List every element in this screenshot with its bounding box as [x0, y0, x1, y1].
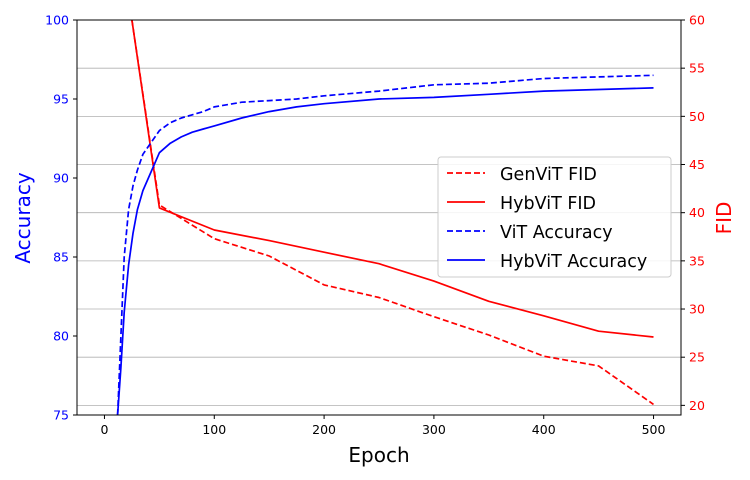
- y-axis-left: 75 80 85 90 95 100: [45, 13, 77, 423]
- x-tick-label: 400: [532, 422, 556, 437]
- plot-area-frame: [76, 19, 682, 416]
- x-tick-label: 0: [100, 422, 108, 437]
- y-axis-right: 20 25 30 35 40 45 50 55 60: [681, 13, 705, 413]
- y-left-tick-label: 100: [45, 13, 69, 28]
- x-tick-label: 100: [202, 422, 226, 437]
- legend-label-hybvit-fid: HybViT FID: [500, 194, 596, 214]
- y-right-tick-label: 35: [689, 253, 705, 268]
- series-line-hybvit-accuracy: [116, 87, 654, 415]
- legend-label-vit-accuracy: ViT Accuracy: [500, 223, 613, 243]
- series-line-hybvit-fid: [131, 20, 654, 338]
- legend-label-hybvit-accuracy: HybViT Accuracy: [500, 252, 647, 272]
- x-axis-title: Epoch: [348, 443, 409, 467]
- y-right-tick-label: 40: [689, 205, 705, 220]
- y-left-tick-label: 85: [53, 250, 69, 265]
- y-right-tick-label: 20: [689, 398, 705, 413]
- y-left-tick-label: 80: [53, 329, 69, 344]
- y-right-tick-label: 60: [689, 13, 705, 28]
- y-axis-right-title: FID: [712, 202, 736, 235]
- x-tick-label: 500: [642, 422, 666, 437]
- y-left-tick-label: 75: [53, 408, 69, 423]
- legend: GenViT FID HybViT FID ViT Accuracy HybVi…: [437, 156, 672, 278]
- y-right-tick-label: 25: [689, 350, 705, 365]
- y-right-tick-label: 45: [689, 157, 705, 172]
- series-line-genvit-fid: [131, 20, 654, 406]
- y-right-tick-label: 30: [689, 302, 705, 317]
- x-tick-label: 300: [422, 422, 446, 437]
- series-line-vit-accuracy: [116, 74, 654, 415]
- y-right-tick-label: 50: [689, 109, 705, 124]
- y-right-tick-label: 55: [689, 61, 705, 76]
- legend-box: [437, 156, 672, 278]
- series-lines: [116, 20, 654, 415]
- y-axis-left-title: Accuracy: [11, 172, 35, 263]
- x-tick-label: 200: [312, 422, 336, 437]
- x-axis: 0 100 200 300 400 500: [100, 415, 666, 437]
- legend-label-genvit-fid: GenViT FID: [500, 165, 597, 185]
- y-left-tick-label: 90: [53, 171, 69, 186]
- y-left-tick-label: 95: [53, 92, 69, 107]
